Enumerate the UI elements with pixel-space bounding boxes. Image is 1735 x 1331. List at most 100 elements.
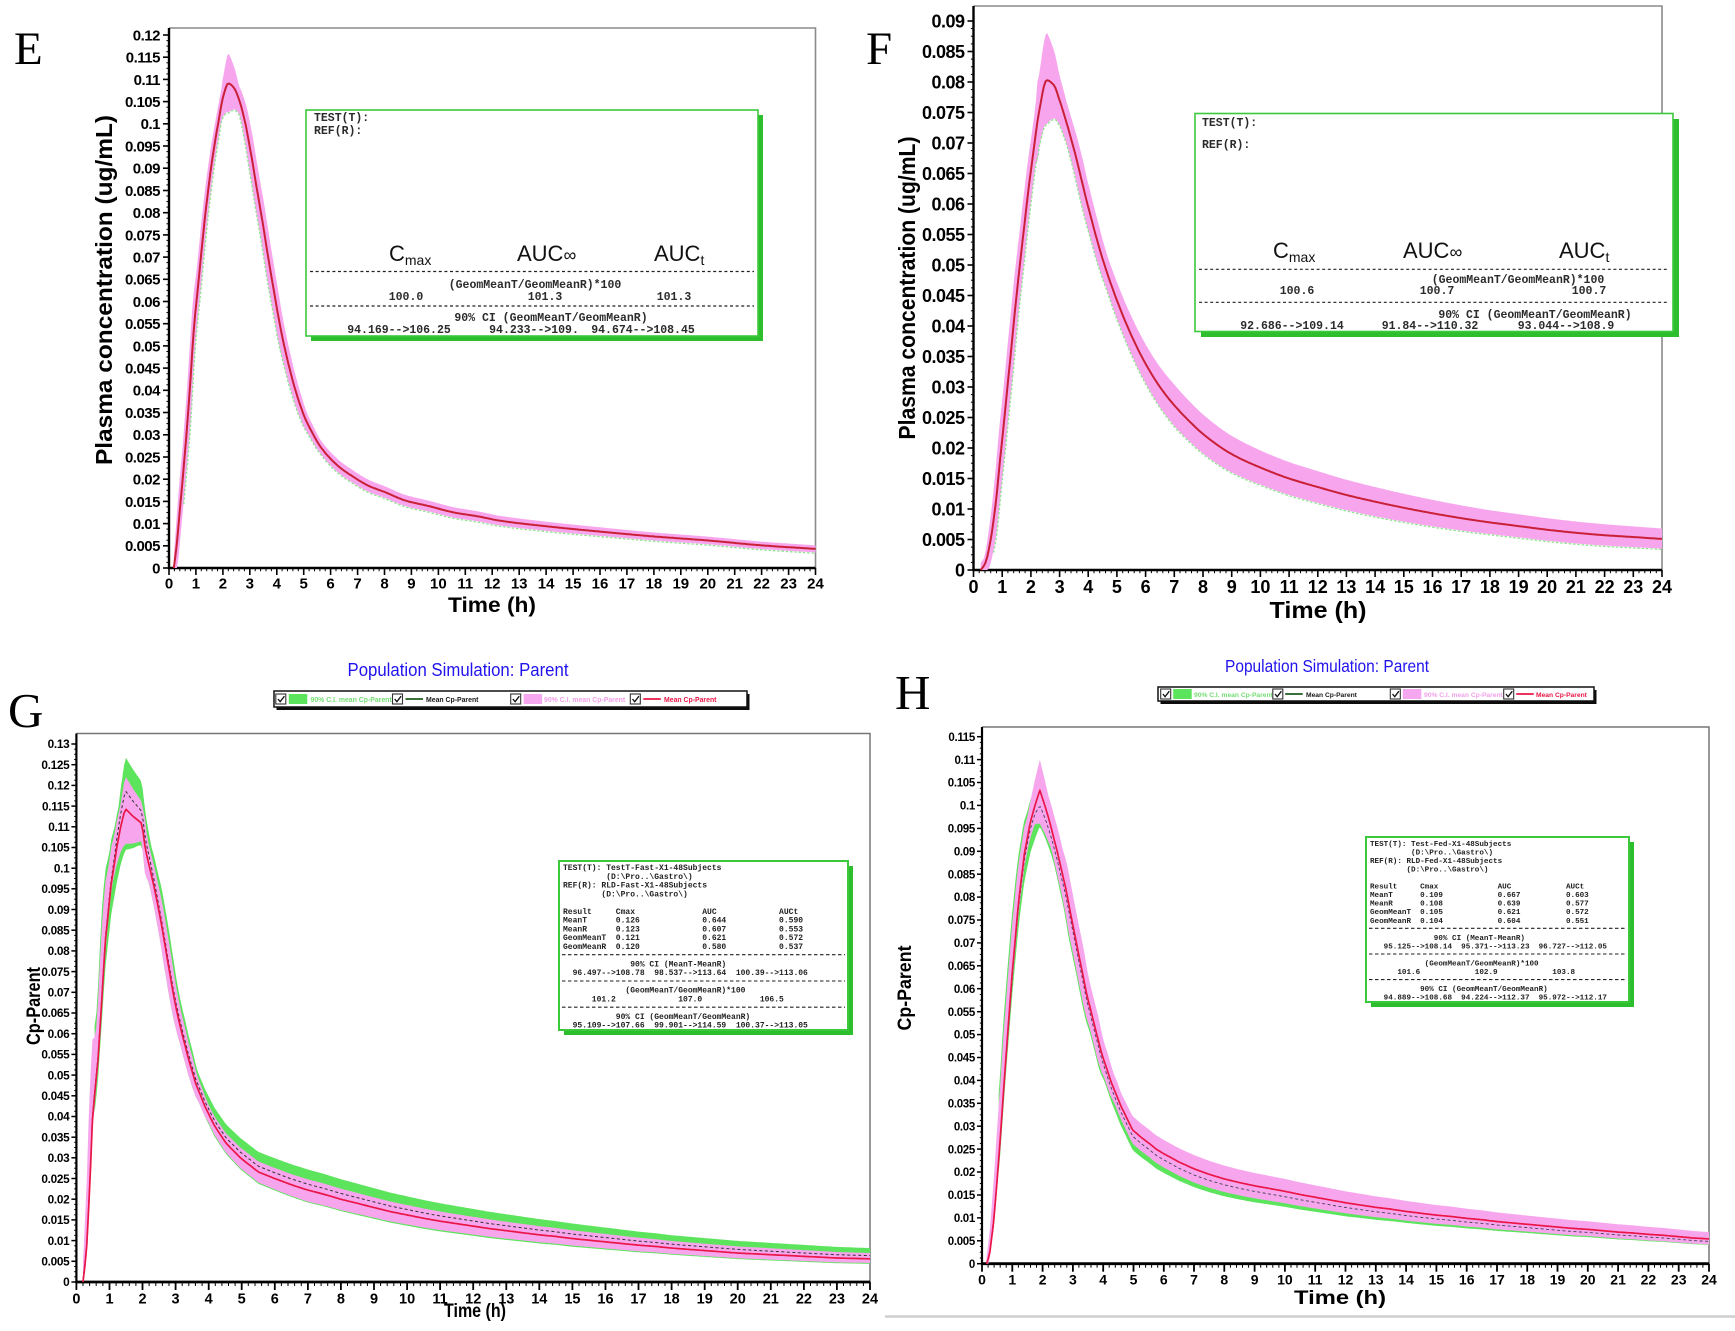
svg-text:E: E [14, 23, 43, 75]
svg-text:0.025: 0.025 [922, 408, 965, 428]
svg-text:1: 1 [1008, 1272, 1016, 1288]
svg-text:0.03: 0.03 [48, 1151, 70, 1165]
svg-text:0.065: 0.065 [948, 961, 976, 973]
svg-text:0.015: 0.015 [922, 469, 965, 489]
svg-text:93.044-->108.9: 93.044-->108.9 [1518, 320, 1615, 333]
svg-text:0.11: 0.11 [134, 72, 161, 89]
svg-text:16: 16 [1459, 1272, 1475, 1288]
svg-text:16: 16 [597, 1291, 613, 1307]
svg-text:0.025: 0.025 [948, 1144, 976, 1156]
svg-text:5: 5 [238, 1291, 246, 1307]
svg-text:Result Cmax AU: Result Cmax AUC AUCt [1370, 884, 1584, 892]
svg-text:(GeomMeanT/GeomMeanR)*100: (GeomMeanT/GeomMeanR)*100 [1370, 961, 1539, 969]
svg-text:REF(R):: REF(R): [314, 125, 362, 138]
svg-text:0.1: 0.1 [141, 116, 161, 133]
svg-text:101.3: 101.3 [528, 291, 563, 304]
svg-text:90% CI (GeomMeanT/GeomMeanR): 90% CI (GeomMeanT/GeomMeanR) [563, 1013, 750, 1022]
svg-text:24: 24 [807, 576, 824, 593]
svg-text:91.84-->110.32: 91.84-->110.32 [1382, 320, 1479, 333]
svg-text:0.09: 0.09 [931, 12, 965, 32]
svg-text:13: 13 [1336, 577, 1356, 597]
svg-text:20: 20 [1580, 1272, 1596, 1288]
svg-text:Mean Cp-Parent: Mean Cp-Parent [426, 697, 479, 704]
svg-text:0.065: 0.065 [125, 272, 160, 289]
svg-text:17: 17 [619, 576, 636, 593]
svg-text:REF(R):: REF(R): [1202, 139, 1250, 152]
svg-text:1: 1 [997, 577, 1007, 597]
svg-text:2: 2 [1039, 1272, 1047, 1288]
svg-text:0.035: 0.035 [948, 1098, 976, 1110]
svg-text:12: 12 [465, 1291, 481, 1307]
svg-text:22: 22 [796, 1291, 812, 1307]
svg-text:0.08: 0.08 [954, 892, 976, 904]
svg-text:0.075: 0.075 [948, 915, 976, 927]
svg-text:90% C.I. mean Cp-Parent: 90% C.I. mean Cp-Parent [544, 697, 626, 704]
svg-text:94.169-->106.25: 94.169-->106.25 [347, 324, 451, 337]
svg-text:90% CI (GeomMeanT/GeomMeanR): 90% CI (GeomMeanT/GeomMeanR) [454, 312, 647, 325]
svg-text:0: 0 [152, 560, 160, 577]
svg-text:0.03: 0.03 [931, 378, 965, 398]
svg-text:0: 0 [978, 1272, 986, 1288]
svg-text:(D:\Pro..\Gastro\): (D:\Pro..\Gastro\) [563, 891, 688, 900]
svg-text:2: 2 [138, 1291, 146, 1307]
svg-text:20: 20 [699, 576, 716, 593]
svg-text:5: 5 [1112, 577, 1122, 597]
svg-text:10: 10 [430, 576, 447, 593]
svg-text:REF(R): RLD-Fast-X1-48Subjects: REF(R): RLD-Fast-X1-48Subjects [563, 882, 707, 891]
svg-text:24: 24 [1652, 577, 1672, 597]
svg-text:MeanR 0.123 0: MeanR 0.123 0.607 0.553 [563, 926, 803, 935]
svg-text:0.085: 0.085 [41, 924, 70, 938]
svg-text:15: 15 [1429, 1272, 1445, 1288]
svg-text:7: 7 [1169, 577, 1179, 597]
svg-text:0.06: 0.06 [954, 984, 975, 996]
svg-text:18: 18 [1519, 1272, 1535, 1288]
svg-text:0.06: 0.06 [48, 1027, 70, 1041]
svg-text:0.02: 0.02 [133, 472, 160, 489]
svg-text:0.01: 0.01 [133, 516, 160, 533]
svg-text:1: 1 [192, 576, 200, 593]
svg-text:0.035: 0.035 [922, 347, 965, 367]
svg-text:0.095: 0.095 [125, 138, 160, 155]
svg-text:23: 23 [1623, 577, 1643, 597]
svg-text:22: 22 [1641, 1272, 1657, 1288]
svg-text:Mean Cp-Parent: Mean Cp-Parent [1306, 692, 1358, 699]
svg-text:12: 12 [1308, 577, 1328, 597]
svg-text:15: 15 [565, 576, 582, 593]
svg-text:0.05: 0.05 [133, 338, 160, 355]
svg-text:0.035: 0.035 [41, 1130, 70, 1144]
svg-text:Time (h): Time (h) [1270, 597, 1367, 623]
svg-text:23: 23 [780, 576, 797, 593]
svg-text:0.025: 0.025 [41, 1172, 70, 1186]
svg-text:6: 6 [1160, 1272, 1168, 1288]
svg-text:94.674-->108.45: 94.674-->108.45 [591, 324, 695, 337]
svg-text:0.11: 0.11 [954, 755, 975, 767]
svg-text:0.05: 0.05 [954, 1030, 976, 1042]
svg-text:0.105: 0.105 [948, 778, 976, 790]
svg-text:(GeomMeanT/GeomMeanR)*100: (GeomMeanT/GeomMeanR)*100 [1432, 274, 1605, 287]
svg-text:5: 5 [1130, 1272, 1138, 1288]
svg-text:Time (h): Time (h) [448, 594, 536, 617]
svg-text:101.2 107.0: 101.2 107.0 106.5 [563, 996, 784, 1005]
svg-text:Time (h): Time (h) [1294, 1288, 1386, 1309]
svg-text:101.3: 101.3 [657, 291, 692, 304]
svg-text:17: 17 [630, 1291, 646, 1307]
svg-text:0.055: 0.055 [125, 316, 160, 333]
svg-text:21: 21 [763, 1291, 779, 1307]
svg-text:2: 2 [219, 576, 227, 593]
svg-text:0.085: 0.085 [922, 42, 965, 62]
svg-text:0.115: 0.115 [42, 799, 70, 813]
svg-text:8: 8 [337, 1291, 345, 1307]
svg-text:0: 0 [63, 1275, 70, 1289]
svg-text:90% CI (GeomMeanT/GeomMeanR): 90% CI (GeomMeanT/GeomMeanR) [1370, 986, 1548, 994]
svg-text:0.03: 0.03 [133, 427, 160, 444]
svg-text:0.04: 0.04 [954, 1076, 976, 1088]
svg-text:0.11: 0.11 [48, 820, 70, 834]
svg-text:4: 4 [273, 576, 282, 593]
svg-text:0.02: 0.02 [931, 439, 965, 459]
svg-text:0.09: 0.09 [48, 903, 70, 917]
svg-text:0.04: 0.04 [48, 1110, 70, 1124]
svg-text:11: 11 [457, 576, 473, 593]
svg-text:(D:\Pro..\Gastro\): (D:\Pro..\Gastro\) [1370, 867, 1488, 875]
svg-text:0.05: 0.05 [931, 256, 965, 276]
svg-text:90% CI (MeanT-MeanR): 90% CI (MeanT-MeanR) [563, 961, 726, 970]
